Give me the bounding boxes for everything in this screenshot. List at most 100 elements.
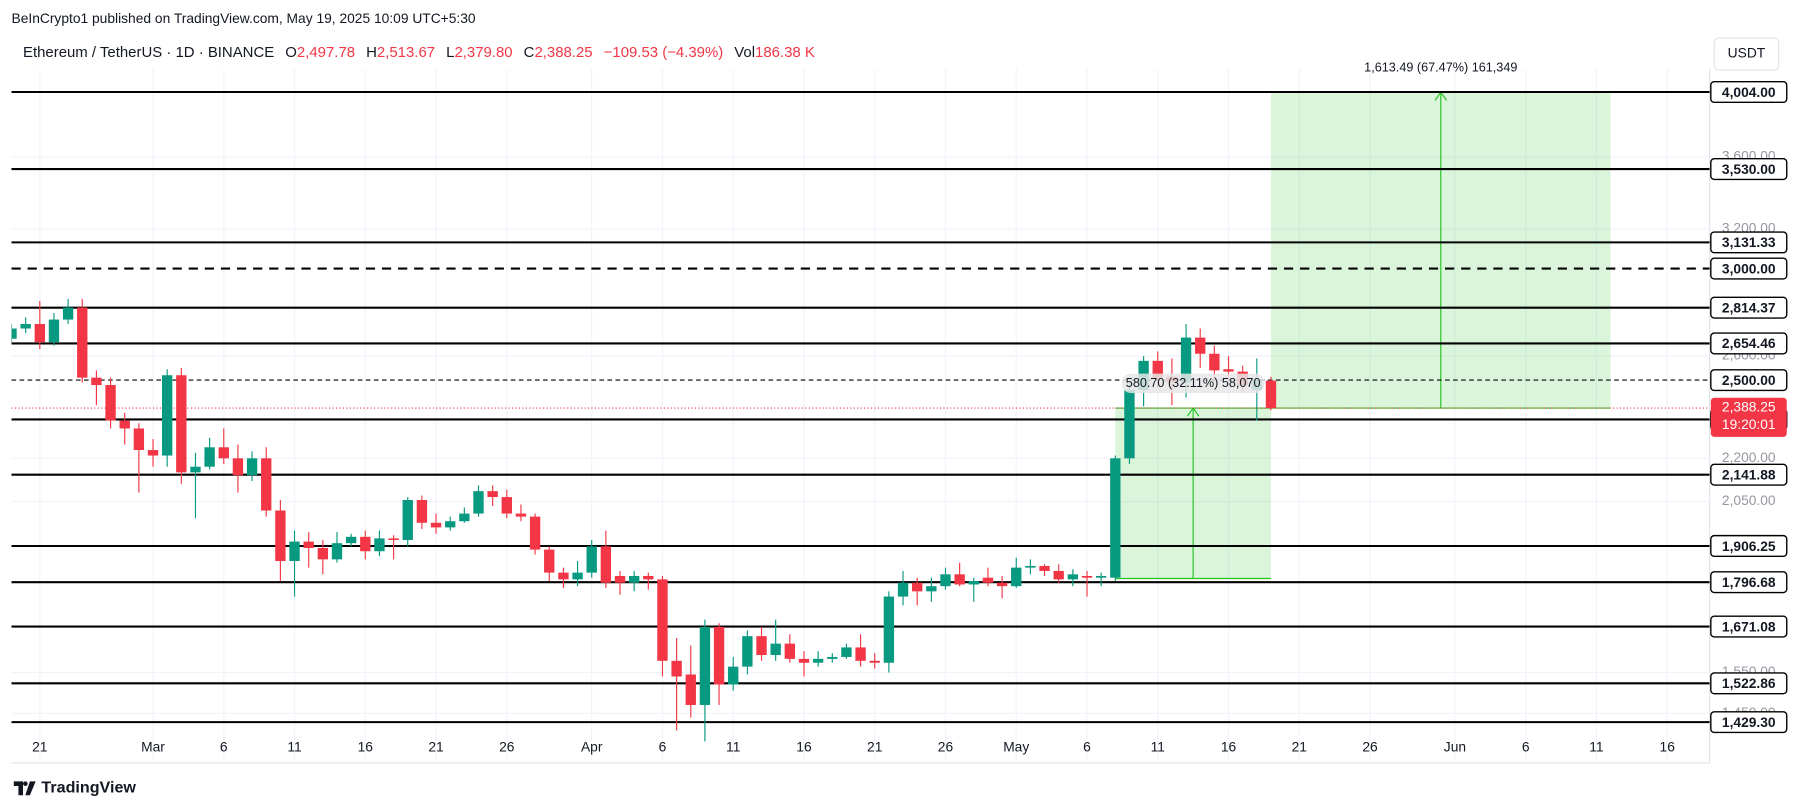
- candle-body: [883, 596, 895, 663]
- level-label-box: [1710, 369, 1788, 392]
- level-label-box: [1710, 615, 1788, 638]
- level-label-box: [1710, 231, 1788, 254]
- level-label: 3,131.33: [1722, 235, 1776, 250]
- candle-body: [445, 521, 456, 528]
- x-tick-label: Apr: [581, 740, 603, 755]
- x-tick-label: Jun: [1444, 740, 1466, 755]
- arrow-head: [1186, 407, 1200, 417]
- volume-key: Vol: [734, 44, 755, 61]
- current-price-label: 2,388.25: [1722, 400, 1776, 415]
- level-label: 2,141.88: [1722, 467, 1776, 482]
- candle-body: [487, 491, 498, 498]
- candle-body: [912, 582, 923, 592]
- ohlc-value: 2,513.67: [377, 44, 435, 61]
- candle-body: [926, 586, 937, 592]
- x-tick-label: 16: [1660, 740, 1676, 755]
- ohlc-key: L: [446, 44, 454, 61]
- candle-body: [20, 324, 31, 329]
- candle-body: [1095, 575, 1107, 578]
- legend-header: Ethereum / TetherUS · 1D · BINANCE O2,49…: [23, 44, 815, 61]
- x-tick-label: 6: [1522, 740, 1530, 755]
- candle-body: [586, 546, 597, 573]
- candle-body: [1265, 380, 1277, 409]
- x-tick-label: Mar: [141, 740, 165, 755]
- candle-body: [713, 626, 725, 685]
- candle-body: [827, 656, 838, 659]
- ohlc-key: H: [366, 44, 377, 61]
- candle-body: [218, 447, 229, 459]
- x-tick-label: 11: [1589, 740, 1603, 755]
- ohlc-value: 2,388.25: [534, 44, 592, 61]
- current-price-box: [1710, 397, 1787, 437]
- x-tick-label: 26: [938, 740, 954, 755]
- level-label: 3,000.00: [1722, 261, 1776, 276]
- candle-body: [699, 626, 711, 705]
- candle-body: [473, 491, 484, 514]
- candle-body: [897, 582, 909, 597]
- measure-label-bg: [1121, 373, 1265, 394]
- level-label-box: [1710, 463, 1788, 486]
- logo-text: TradingView: [41, 779, 136, 797]
- candle-body: [1081, 575, 1093, 578]
- level-label: 2,654.46: [1722, 336, 1776, 351]
- x-tick-label: 6: [1083, 740, 1091, 755]
- candle-body: [1124, 389, 1135, 459]
- candle-body: [303, 541, 314, 548]
- level-label: 1,671.08: [1722, 619, 1776, 634]
- level-label-box: [1710, 534, 1788, 558]
- candle-body: [968, 581, 979, 585]
- level-label-box: [1710, 571, 1788, 594]
- candle-body: [11, 328, 17, 339]
- candle-body: [544, 549, 555, 573]
- level-label-box: [1710, 296, 1788, 319]
- level-label: 1,906.25: [1722, 539, 1776, 554]
- currency-button[interactable]: [1713, 37, 1780, 71]
- x-tick-label: 6: [220, 740, 228, 755]
- tradingview-logo: TradingView: [13, 779, 136, 797]
- candle-body: [869, 660, 880, 663]
- ohlc-key: O: [285, 44, 297, 61]
- candle-body: [1223, 369, 1234, 372]
- level-label: 2,500.00: [1722, 373, 1776, 388]
- x-tick-label: May: [1003, 740, 1029, 755]
- x-tick-label: 16: [796, 740, 812, 755]
- candle-body: [147, 450, 159, 456]
- candle-body: [133, 428, 145, 451]
- candle-body: [374, 538, 385, 552]
- candle-body: [812, 658, 824, 663]
- candle-body: [204, 447, 215, 467]
- level-label: 2,814.37: [1722, 300, 1776, 315]
- x-tick-label: 16: [358, 740, 374, 755]
- candle-body: [402, 500, 413, 540]
- x-tick-label: 26: [1362, 740, 1378, 755]
- candle-body: [1025, 565, 1036, 568]
- currency[interactable]: USDT: [1728, 46, 1766, 61]
- candle-body: [954, 574, 965, 585]
- level-label-box: [1710, 672, 1788, 695]
- candle-body: [600, 546, 612, 583]
- candle-body: [1195, 337, 1206, 354]
- candle-body: [614, 575, 626, 583]
- candle-body: [685, 674, 696, 705]
- candle-body: [459, 513, 470, 522]
- level-label: 1,796.68: [1722, 575, 1776, 590]
- ohlc-value: 2,379.80: [454, 44, 512, 61]
- candle-body: [105, 385, 116, 421]
- candle-body: [161, 375, 173, 456]
- candle-body: [275, 510, 286, 562]
- candle-body: [317, 547, 329, 560]
- candle-body: [62, 307, 74, 320]
- x-tick-label: 21: [1292, 740, 1307, 755]
- ohlc-value: 2,497.78: [297, 44, 355, 61]
- candle-body: [261, 458, 272, 511]
- candle-body: [91, 377, 102, 386]
- x-tick-label: 6: [659, 740, 667, 755]
- candle-body: [940, 574, 951, 587]
- candle-body: [770, 643, 781, 656]
- level-label: 3,530.00: [1722, 162, 1776, 177]
- candle-body: [784, 643, 796, 659]
- x-tick-label: 11: [1151, 740, 1165, 755]
- candle-body: [232, 458, 244, 476]
